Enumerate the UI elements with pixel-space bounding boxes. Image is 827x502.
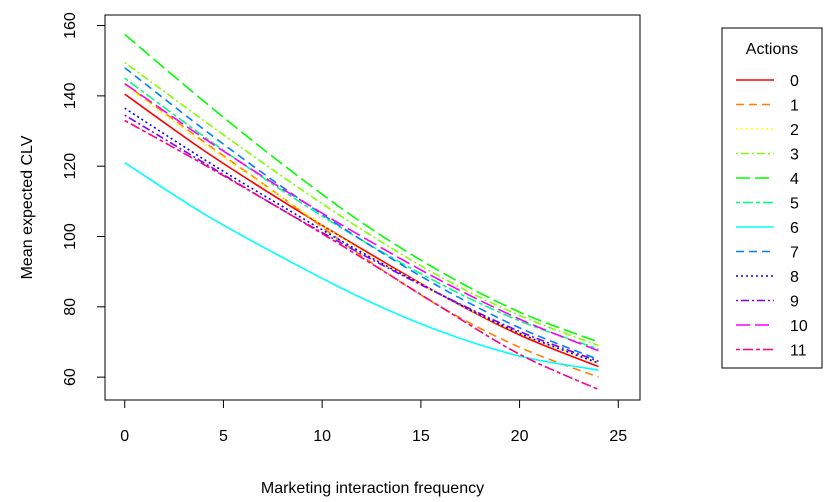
x-tick-label: 0 <box>120 428 129 445</box>
legend-item-5: 5 <box>736 196 799 213</box>
legend-item-7: 7 <box>736 245 799 262</box>
legend-item-4: 4 <box>736 171 799 188</box>
legend-item-10: 10 <box>736 318 808 335</box>
legend-title: Actions <box>746 41 798 58</box>
series-line-3 <box>124 61 599 347</box>
plot-border <box>104 14 641 401</box>
legend-item-11: 11 <box>736 343 807 360</box>
legend-label: 9 <box>790 294 799 311</box>
x-tick-label: 15 <box>412 428 430 445</box>
legend-item-6: 6 <box>736 220 799 237</box>
y-axis-title: Mean expected CLV <box>19 135 36 279</box>
series-line-11 <box>124 119 599 391</box>
x-tick-label: 25 <box>609 428 627 445</box>
legend-label: 5 <box>790 196 799 213</box>
x-tick-label: 5 <box>219 428 228 445</box>
legend-label: 4 <box>790 171 799 188</box>
legend-label: 0 <box>790 73 799 90</box>
series-lines <box>124 33 599 391</box>
y-tick-label: 160 <box>62 12 79 39</box>
series-line-0 <box>124 93 599 368</box>
legend-label: 6 <box>790 220 799 237</box>
legend-items: 0 1 2 3 4 5 6 7 8 9 10 11 <box>736 73 808 360</box>
x-axis-title: Marketing interaction frequency <box>261 480 484 497</box>
legend-box <box>721 27 823 369</box>
series-line-6 <box>124 162 599 371</box>
legend-item-0: 0 <box>736 73 799 90</box>
legend-label: 11 <box>790 343 807 360</box>
y-tick-label: 100 <box>62 223 79 250</box>
legend-item-1: 1 <box>736 98 799 115</box>
series-line-1 <box>124 82 599 378</box>
legend-label: 2 <box>790 122 799 139</box>
x-tick-label: 20 <box>511 428 529 445</box>
legend-label: 1 <box>790 98 799 115</box>
series-line-10 <box>124 82 599 352</box>
legend-label: 3 <box>790 147 799 164</box>
y-tick-label: 120 <box>62 153 79 180</box>
series-line-4 <box>124 33 599 343</box>
legend-label: 10 <box>790 318 808 335</box>
legend-label: 7 <box>790 245 799 262</box>
legend-item-9: 9 <box>736 294 799 311</box>
series-line-9 <box>124 114 599 363</box>
plot-frame <box>104 14 641 401</box>
x-tick-label: 10 <box>313 428 331 445</box>
series-line-5 <box>124 77 599 350</box>
y-tick-label: 80 <box>62 298 79 316</box>
series-line-7 <box>124 67 599 361</box>
y-tick-label: 140 <box>62 82 79 109</box>
legend-item-3: 3 <box>736 147 799 164</box>
legend-label: 8 <box>790 269 799 286</box>
series-line-2 <box>124 84 599 364</box>
x-axis: 0 5 10 15 20 25 <box>120 399 627 445</box>
legend-item-2: 2 <box>736 122 799 139</box>
y-axis: 60 80 100 120 140 160 <box>62 12 106 386</box>
legend-item-8: 8 <box>736 269 799 286</box>
legend: Actions 0 1 2 3 4 5 6 7 8 9 10 11 <box>721 27 823 369</box>
y-tick-label: 60 <box>62 368 79 386</box>
